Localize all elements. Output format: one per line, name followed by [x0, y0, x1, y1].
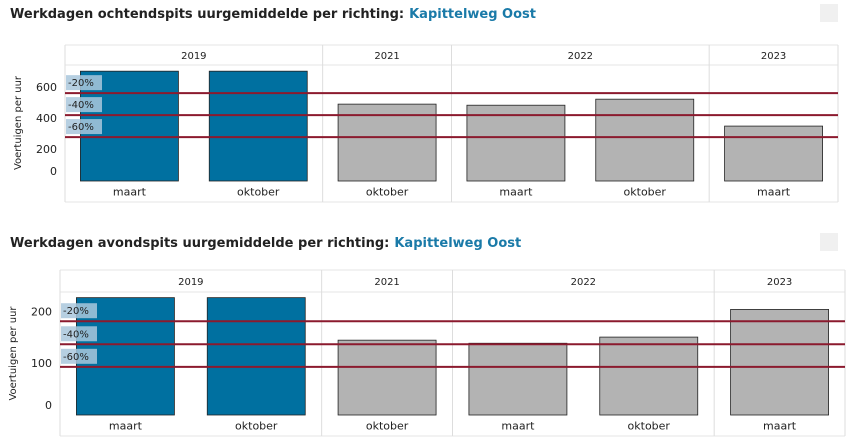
reference-label: -40% — [68, 100, 94, 111]
group-label: 2022 — [571, 277, 596, 288]
y-axis-label: Voertuigen per uur — [13, 75, 24, 170]
menu-button[interactable] — [820, 233, 838, 251]
title-highlight: Kapittelweg Oost — [394, 236, 521, 251]
y-tick-label: 600 — [36, 81, 57, 94]
bar — [337, 339, 437, 416]
x-tick-label: oktober — [237, 186, 280, 199]
reference-label: -60% — [68, 122, 94, 133]
group-label: 2019 — [178, 277, 203, 288]
group-label: 2019 — [181, 51, 206, 62]
y-tick-label: 200 — [36, 143, 57, 156]
reference-label: -20% — [63, 306, 89, 317]
group-label: 2023 — [761, 51, 786, 62]
chart-title: Werkdagen ochtendspits uurgemiddelde per… — [10, 7, 536, 22]
chart-title: Werkdagen avondspits uurgemiddelde per r… — [10, 236, 521, 251]
y-tick-label: 100 — [31, 357, 52, 370]
bar — [468, 342, 568, 416]
x-tick-label: maart — [109, 420, 143, 433]
title-text: Werkdagen avondspits uurgemiddelde per r… — [10, 236, 389, 251]
reference-label-bg — [66, 97, 102, 113]
reference-label: -40% — [63, 329, 89, 340]
group-label: 2021 — [374, 51, 399, 62]
reference-label-bg — [61, 303, 97, 319]
y-tick-label: 0 — [50, 165, 57, 178]
group-label: 2023 — [767, 277, 792, 288]
reference-label-bg — [66, 75, 102, 91]
x-tick-label: maart — [113, 186, 147, 199]
bar — [206, 297, 306, 416]
x-tick-label: oktober — [235, 420, 278, 433]
y-tick-label: 0 — [45, 399, 52, 412]
bar — [595, 98, 695, 182]
reference-label-bg — [66, 119, 102, 135]
y-axis-label: Voertuigen per uur — [8, 306, 19, 401]
x-tick-label: maart — [501, 420, 535, 433]
title-text: Werkdagen ochtendspits uurgemiddelde per… — [10, 7, 404, 22]
x-tick-label: oktober — [366, 186, 409, 199]
bar — [208, 70, 308, 182]
group-label: 2021 — [374, 277, 399, 288]
x-tick-label: maart — [757, 186, 791, 199]
x-tick-label: oktober — [628, 420, 671, 433]
x-tick-label: oktober — [366, 420, 409, 433]
bar — [466, 104, 566, 182]
x-tick-label: maart — [763, 420, 797, 433]
bar — [599, 336, 699, 416]
bar — [724, 125, 823, 182]
reference-label-bg — [61, 326, 97, 342]
group-label: 2022 — [568, 51, 593, 62]
reference-label-bg — [61, 348, 97, 364]
bar — [337, 103, 437, 182]
reference-label: -60% — [63, 352, 89, 363]
menu-button[interactable] — [820, 4, 838, 22]
title-highlight: Kapittelweg Oost — [409, 7, 536, 22]
y-tick-label: 400 — [36, 112, 57, 125]
x-tick-label: oktober — [624, 186, 667, 199]
y-tick-label: 200 — [31, 306, 52, 319]
reference-label: -20% — [68, 78, 94, 89]
x-tick-label: maart — [499, 186, 533, 199]
bar — [730, 309, 829, 416]
